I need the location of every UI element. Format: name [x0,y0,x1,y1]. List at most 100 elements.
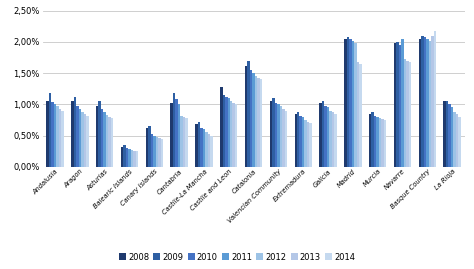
Bar [210,136,213,167]
Bar [86,116,89,167]
Bar [155,137,158,167]
Bar [297,112,300,167]
Bar [178,104,181,167]
Bar [153,136,155,167]
Bar [346,37,349,167]
Bar [270,101,272,167]
Bar [319,103,322,167]
Bar [349,39,352,167]
Bar [428,41,431,167]
Bar [443,101,446,167]
Bar [284,111,287,167]
Bar [252,73,255,167]
Bar [230,101,232,167]
Bar [434,31,436,167]
Legend: 2008, 2009, 2010, 2011, 2012, 2013, 2014: 2008, 2009, 2010, 2011, 2012, 2013, 2014 [119,253,355,262]
Bar [96,106,99,167]
Bar [424,37,426,167]
Bar [56,106,59,167]
Bar [148,126,151,167]
Bar [352,41,354,167]
Bar [409,62,411,167]
Bar [83,114,86,167]
Bar [54,104,56,167]
Bar [225,97,228,167]
Bar [136,151,138,167]
Bar [282,109,284,167]
Bar [307,122,310,167]
Bar [426,39,428,167]
Bar [126,148,128,167]
Bar [151,134,153,167]
Bar [109,117,111,167]
Bar [277,104,280,167]
Bar [379,118,382,167]
Bar [183,117,185,167]
Bar [232,103,235,167]
Bar [175,99,178,167]
Bar [394,43,396,167]
Bar [205,132,208,167]
Bar [103,112,106,167]
Bar [73,97,76,167]
Bar [304,120,307,167]
Bar [171,103,173,167]
Bar [228,98,230,167]
Bar [59,109,61,167]
Bar [324,106,327,167]
Bar [106,115,109,167]
Bar [181,116,183,167]
Bar [329,111,332,167]
Bar [419,39,421,167]
Bar [128,149,131,167]
Bar [431,36,434,167]
Bar [446,101,448,167]
Bar [406,61,409,167]
Bar [359,64,362,167]
Bar [302,117,304,167]
Bar [421,36,424,167]
Bar [71,101,73,167]
Bar [208,134,210,167]
Bar [220,87,223,167]
Bar [404,59,406,167]
Bar [123,145,126,167]
Bar [344,39,346,167]
Bar [146,128,148,167]
Bar [223,95,225,167]
Bar [376,117,379,167]
Bar [121,147,123,167]
Bar [245,66,247,167]
Bar [456,114,458,167]
Bar [49,93,51,167]
Bar [173,93,175,167]
Bar [354,43,356,167]
Bar [200,128,203,167]
Bar [382,119,384,167]
Bar [158,138,161,167]
Bar [51,102,54,167]
Bar [369,114,372,167]
Bar [161,139,163,167]
Bar [384,120,386,167]
Bar [101,109,103,167]
Bar [280,106,282,167]
Bar [401,39,404,167]
Bar [250,70,252,167]
Bar [374,116,376,167]
Bar [255,76,257,167]
Bar [300,116,302,167]
Bar [79,109,81,167]
Bar [458,117,461,167]
Bar [247,61,250,167]
Bar [81,112,83,167]
Bar [322,101,324,167]
Bar [111,118,113,167]
Bar [131,150,133,167]
Bar [46,101,49,167]
Bar [310,123,312,167]
Bar [133,151,136,167]
Bar [257,78,260,167]
Bar [203,129,205,167]
Bar [399,45,401,167]
